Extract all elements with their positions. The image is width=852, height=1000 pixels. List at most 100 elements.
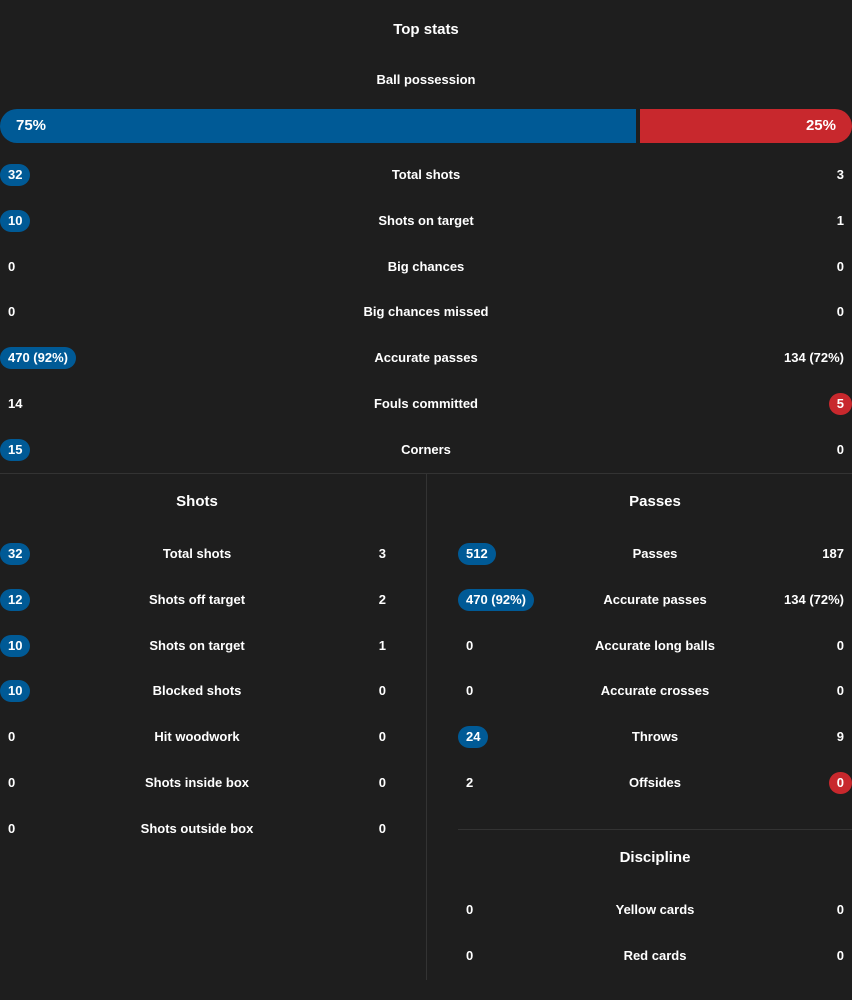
home-value: 10: [0, 680, 31, 702]
home-value: 0: [8, 304, 16, 319]
away-value: 1: [836, 213, 844, 228]
home-value: 0: [466, 638, 474, 653]
away-value: 0: [836, 683, 844, 698]
home-value: 10: [0, 635, 31, 657]
away-value: 0: [836, 638, 844, 653]
home-value: 512: [458, 543, 496, 565]
away-value: 3: [378, 546, 386, 561]
stat-label: Hit woodwork: [154, 729, 240, 744]
away-value: 0: [836, 259, 844, 274]
away-value: 5: [828, 393, 852, 415]
home-value: 0: [8, 259, 16, 274]
away-value: 0: [378, 683, 386, 698]
stat-row-yellow-cards: Yellow cards 0 0: [458, 899, 852, 921]
stat-row-shots-inside-box: Shots inside box 0 0: [0, 772, 394, 794]
stat-row-accurate-passes: Accurate passes 470 (92%) 134 (72%): [0, 347, 852, 369]
away-value: 1: [378, 638, 386, 653]
home-value: 14: [8, 396, 23, 411]
discipline-title: Discipline: [619, 849, 691, 866]
stat-label: Corners: [401, 442, 451, 457]
stat-label: Accurate passes: [374, 350, 478, 365]
stat-row-passes: Passes 512 187: [458, 543, 852, 565]
home-value: 24: [458, 726, 489, 748]
stat-row-shots-on-target: Shots on target 10 1: [0, 635, 394, 657]
home-value: 32: [0, 164, 31, 186]
stat-row-throws: Throws 24 9: [458, 726, 852, 748]
home-value: 2: [466, 775, 474, 790]
stat-label: Shots off target: [148, 592, 246, 607]
discipline-divider: [458, 829, 852, 830]
stat-label: Total shots: [391, 167, 461, 182]
possession-bar: 75% 25%: [0, 109, 852, 143]
away-value: 0: [836, 442, 844, 457]
home-value: 0: [8, 821, 16, 836]
stat-label: Throws: [631, 729, 679, 744]
home-value: 0: [466, 948, 474, 963]
away-value: 0: [836, 948, 844, 963]
stat-label: Red cards: [623, 948, 687, 963]
stat-label: Blocked shots: [152, 683, 242, 698]
stat-label: Shots outside box: [140, 821, 254, 836]
away-value: 0: [836, 902, 844, 917]
home-value: 470 (92%): [458, 589, 534, 611]
stat-row-red-cards: Red cards 0 0: [458, 945, 852, 967]
stat-row-corners: Corners 15 0: [0, 439, 852, 461]
away-value: 9: [836, 729, 844, 744]
possession-label: Ball possession: [376, 72, 476, 87]
stat-label: Shots on target: [149, 638, 245, 653]
stat-row-total-shots: Total shots 32 3: [0, 164, 852, 186]
home-value: 0: [466, 683, 474, 698]
away-value: 2: [378, 592, 386, 607]
home-value: 12: [0, 589, 31, 611]
stat-label: Passes: [632, 546, 678, 561]
home-value: 0: [8, 729, 16, 744]
stat-label: Yellow cards: [615, 902, 695, 917]
stat-label: Accurate crosses: [600, 683, 710, 698]
stat-label: Fouls committed: [373, 396, 478, 411]
away-value: 0: [378, 729, 386, 744]
stat-label: Total shots: [162, 546, 232, 561]
stat-row-blocked-shots: Blocked shots 10 0: [0, 680, 394, 702]
away-value: 0: [378, 821, 386, 836]
away-value: 0: [836, 304, 844, 319]
stat-row-shots-outside-box: Shots outside box 0 0: [0, 818, 394, 840]
away-value: 134 (72%): [784, 350, 844, 365]
top-stats-title: Top stats: [393, 21, 459, 38]
home-value: 0: [8, 775, 16, 790]
away-value: 3: [836, 167, 844, 182]
stat-label: Big chances missed: [363, 304, 489, 319]
home-value: 470 (92%): [0, 347, 76, 369]
home-value: 32: [0, 543, 31, 565]
possession-away-bar: 25%: [640, 109, 852, 143]
stat-label: Shots inside box: [144, 775, 249, 790]
stat-row-fouls-committed: Fouls committed 14 5: [0, 393, 852, 415]
possession-home-value: 75%: [16, 117, 47, 134]
stat-row-accurate-passes: Accurate passes 470 (92%) 134 (72%): [458, 589, 852, 611]
away-value: 134 (72%): [784, 592, 844, 607]
stat-label: Shots on target: [378, 213, 474, 228]
stat-label: Offsides: [628, 775, 681, 790]
column-divider: [426, 474, 427, 980]
stat-row-accurate-crosses: Accurate crosses 0 0: [458, 680, 852, 702]
stat-row-big-chances: Big chances 0 0: [0, 256, 852, 278]
home-value: 15: [0, 439, 31, 461]
stat-label: Big chances: [387, 259, 465, 274]
stat-row-total-shots: Total shots 32 3: [0, 543, 394, 565]
stat-row-accurate-long-balls: Accurate long balls 0 0: [458, 635, 852, 657]
away-value: 187: [822, 546, 844, 561]
stat-row-offsides: Offsides 2 0: [458, 772, 852, 794]
shots-title: Shots: [176, 493, 218, 510]
stat-label: Accurate passes: [603, 592, 707, 607]
section-divider: [0, 473, 852, 474]
stat-row-hit-woodwork: Hit woodwork 0 0: [0, 726, 394, 748]
home-value: 0: [466, 902, 474, 917]
stat-row-shots-on-target: Shots on target 10 1: [0, 210, 852, 232]
possession-home-bar: 75%: [0, 109, 636, 143]
stat-label: Accurate long balls: [595, 638, 715, 653]
passes-title: Passes: [629, 493, 681, 510]
home-value: 10: [0, 210, 31, 232]
away-value: 0: [828, 772, 852, 794]
stat-row-big-chances-missed: Big chances missed 0 0: [0, 301, 852, 323]
possession-away-value: 25%: [805, 117, 836, 134]
away-value: 0: [378, 775, 386, 790]
